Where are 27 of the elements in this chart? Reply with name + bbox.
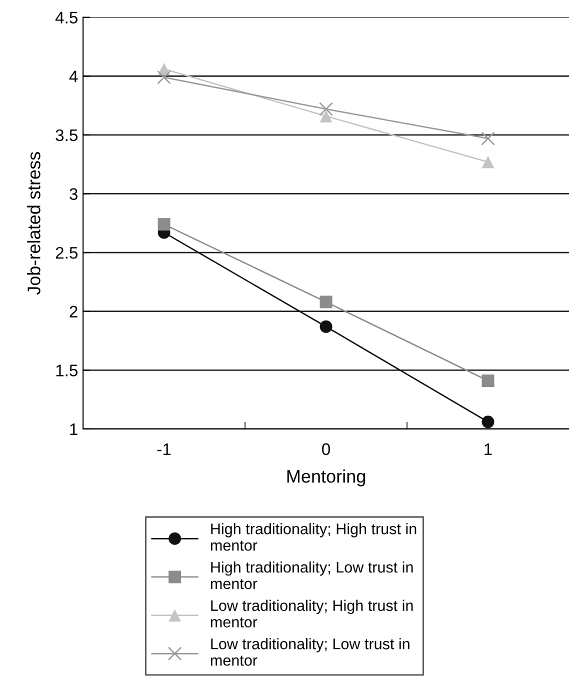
y-tick-label: 4.5 [55,12,78,24]
y-tick-label: 3.5 [56,129,78,142]
legend-label: Low traditionality; High trust in mentor [210,600,413,628]
point [320,110,332,122]
y-tick-label: 4 [69,70,78,82]
point [481,132,495,146]
legend-label: Low traditionality; Low trust in mentor [210,638,410,666]
point [319,102,333,116]
y-axis-title: Job-related stress [27,152,40,295]
y-tick-label: 2 [70,306,78,318]
point [158,218,170,231]
y-tick-label: 1 [70,424,78,436]
point [320,320,332,333]
x-tick-label: 1 [484,443,492,455]
point [482,416,494,428]
x-tick-label: 0 [322,443,330,456]
legend-label: High traditionality; High trust in mentor [210,523,416,551]
legend-label: High traditionality; Low trust in mentor [210,561,413,590]
x-tick-label: -1 [157,443,171,455]
point [482,156,494,168]
x-axis-title: Mentoring [287,470,366,486]
point [482,374,494,387]
y-tick-label: 2.5 [56,246,78,259]
y-tick-label: 1.5 [56,364,78,376]
point [157,70,172,84]
point [320,296,332,308]
y-tick-label: 3 [70,188,78,200]
